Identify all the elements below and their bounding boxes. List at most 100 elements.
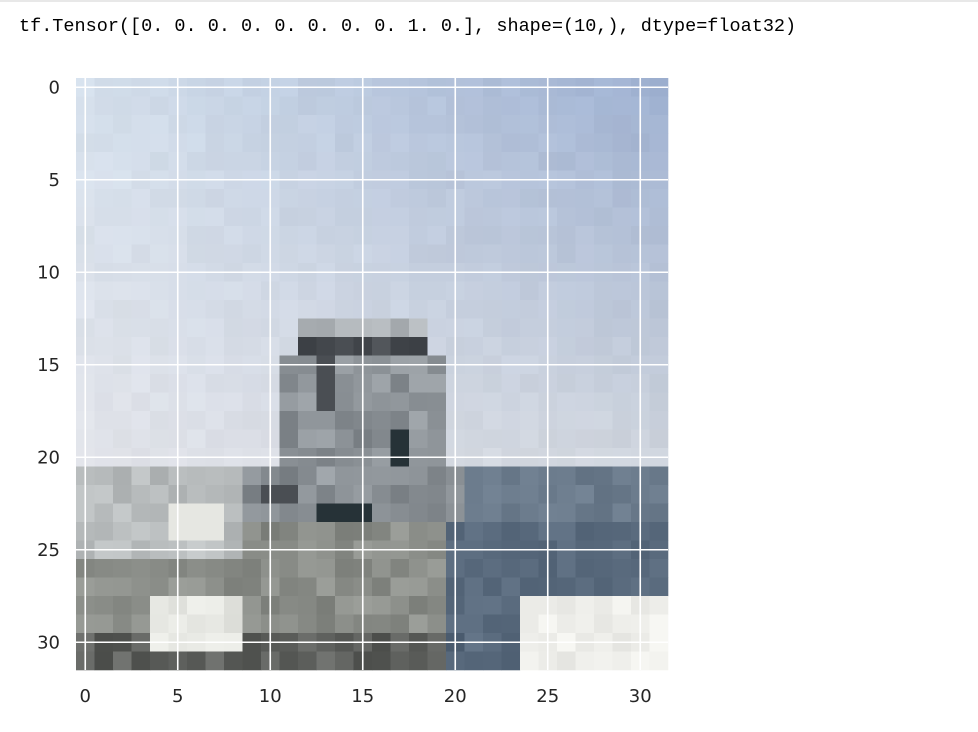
image-pixel [298, 596, 317, 615]
image-pixel [150, 374, 169, 393]
image-pixel [520, 207, 539, 227]
image-pixel [557, 374, 576, 393]
image-pixel [187, 189, 206, 208]
image-pixel [612, 318, 632, 338]
image-pixel [427, 411, 447, 430]
image-pixel [205, 392, 225, 412]
image-pixel [242, 133, 262, 153]
image-pixel [575, 411, 595, 430]
image-pixel [150, 244, 169, 264]
image-pixel [242, 189, 262, 208]
image-pixel [427, 96, 447, 116]
image-pixel [501, 96, 521, 116]
image-pixel [557, 577, 576, 597]
image-pixel [612, 392, 632, 412]
image-pixel [372, 392, 391, 412]
image-pixel [649, 559, 669, 578]
image-pixel [372, 337, 391, 356]
image-pixel [520, 244, 539, 264]
image-pixel [242, 429, 262, 449]
image-pixel [612, 207, 632, 227]
image-pixel [94, 281, 114, 301]
image-pixel [279, 429, 299, 449]
image-pixel [298, 429, 317, 449]
image-pixel [427, 300, 447, 319]
image-pixel [501, 152, 521, 171]
image-pixel [113, 96, 132, 116]
image-pixel [575, 281, 595, 301]
image-pixel [316, 115, 336, 134]
image-pixel [390, 318, 410, 338]
image-pixel [594, 614, 613, 634]
image-pixel [390, 392, 410, 412]
image-pixel [131, 337, 151, 356]
image-pixel [575, 577, 595, 597]
image-pixel [205, 244, 225, 264]
image-pixel [464, 96, 484, 116]
image-pixel [409, 577, 428, 597]
image-pixel [335, 559, 354, 578]
image-pixel [409, 651, 428, 671]
image-pixel [483, 189, 502, 208]
image-pixel [372, 466, 391, 486]
image-pixel [372, 429, 391, 449]
image-pixel [427, 485, 447, 504]
image-pixel [335, 651, 354, 671]
image-pixel [316, 559, 336, 578]
image-pixel [150, 281, 169, 301]
image-pixel [335, 281, 354, 301]
image-pixel [390, 115, 410, 134]
image-pixel [113, 281, 132, 301]
image-pixel [242, 207, 262, 227]
image-pixel [113, 318, 132, 338]
image-pixel [279, 152, 299, 171]
image-pixel [187, 503, 206, 523]
image-pixel [372, 651, 391, 671]
image-pixel [501, 207, 521, 227]
image-pixel [298, 133, 317, 153]
image-pixel [501, 226, 521, 245]
image-pixel [335, 244, 354, 264]
image-pixel [298, 300, 317, 319]
image-pixel [242, 559, 262, 578]
image-pixel [390, 152, 410, 171]
y-tick-label: 15 [37, 355, 60, 376]
image-pixel [94, 300, 114, 319]
image-pixel [594, 466, 613, 486]
image-pixel [427, 429, 447, 449]
image-pixel [94, 392, 114, 412]
image-pixel [483, 577, 502, 597]
image-pixel [94, 337, 114, 356]
image-pixel [520, 485, 539, 504]
image-pixel [372, 189, 391, 208]
image-pixel [390, 411, 410, 430]
image-pixel [520, 577, 539, 597]
image-pixel [427, 614, 447, 634]
image-pixel [575, 207, 595, 227]
image-pixel [520, 337, 539, 356]
image-pixel [242, 651, 262, 671]
image-pixel [131, 244, 151, 264]
image-pixel [501, 429, 521, 449]
image-pixel [224, 152, 243, 171]
image-pixel [224, 189, 243, 208]
image-pixel [612, 96, 632, 116]
image-pixel [187, 318, 206, 338]
image-pixel [501, 115, 521, 134]
image-pixel [427, 392, 447, 412]
image-pixel [224, 300, 243, 319]
image-pixel [409, 522, 428, 541]
image-pixel [279, 96, 299, 116]
image-pixel [501, 392, 521, 412]
image-pixel [409, 207, 428, 227]
image-pixel [520, 466, 539, 486]
image-pixel [612, 411, 632, 430]
image-pixel [575, 300, 595, 319]
image-pixel [150, 596, 169, 615]
image-pixel [483, 485, 502, 504]
image-pixel [557, 189, 576, 208]
image-pixel [372, 226, 391, 245]
image-pixel [409, 318, 428, 338]
image-pixel [372, 596, 391, 615]
image-pixel [150, 485, 169, 504]
